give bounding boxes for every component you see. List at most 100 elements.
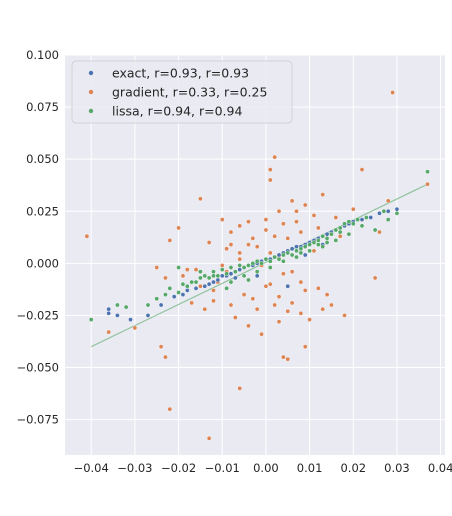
point-lissa (346, 219, 352, 224)
point-exact (171, 294, 177, 299)
point-lissa (333, 227, 339, 233)
legend-label-gradient: gradient, r=0.33, r=0.25 (112, 85, 267, 100)
point-gradient (189, 300, 194, 306)
y-tick-label: 0.025 (26, 204, 59, 218)
y-tick-label: 0.000 (26, 256, 59, 270)
point-gradient (285, 308, 291, 314)
point-lissa (281, 258, 286, 264)
point-gradient (154, 265, 160, 270)
point-gradient (267, 167, 273, 172)
point-lissa (311, 240, 317, 245)
point-gradient (285, 236, 291, 241)
legend-marker-gradient (88, 89, 94, 95)
point-exact (254, 273, 260, 279)
point-exact (202, 283, 208, 289)
point-gradient (316, 225, 321, 231)
point-gradient (320, 306, 326, 312)
point-gradient (259, 331, 264, 337)
point-lissa (215, 273, 221, 279)
point-gradient (272, 233, 277, 239)
point-gradient (228, 302, 234, 308)
point-lissa (219, 267, 225, 272)
point-lissa (206, 275, 212, 281)
x-tick-label: 0.03 (384, 461, 410, 475)
point-lissa (276, 256, 282, 262)
point-lissa (254, 269, 260, 274)
point-gradient (228, 242, 234, 247)
point-lissa (355, 217, 360, 222)
point-lissa (211, 273, 216, 279)
point-exact (368, 215, 374, 220)
legend-marker-lissa (88, 108, 94, 114)
point-lissa (259, 261, 264, 266)
point-gradient (333, 215, 339, 220)
point-lissa (394, 211, 400, 216)
point-lissa (224, 271, 229, 277)
point-gradient (329, 302, 334, 308)
point-gradient (294, 219, 299, 224)
point-lissa (316, 238, 321, 243)
point-gradient (298, 311, 304, 316)
point-gradient (276, 294, 282, 299)
point-gradient (320, 192, 326, 197)
point-lissa (267, 265, 273, 270)
point-gradient (281, 221, 286, 227)
point-lissa (246, 263, 251, 268)
point-lissa (233, 269, 238, 274)
point-lissa (298, 246, 304, 252)
point-gradient (167, 238, 173, 243)
point-exact (128, 317, 133, 322)
point-exact (289, 246, 295, 252)
point-lissa (88, 317, 94, 322)
point-gradient (254, 306, 260, 312)
point-exact (158, 302, 164, 308)
point-gradient (206, 240, 212, 245)
y-tick-label: −0.075 (16, 413, 59, 427)
x-tick-label: −0.01 (205, 461, 240, 475)
point-gradient (307, 317, 312, 322)
point-lissa (267, 258, 273, 264)
point-lissa (189, 279, 194, 285)
point-lissa (241, 265, 247, 270)
point-gradient (167, 406, 173, 412)
point-gradient (285, 356, 291, 362)
point-gradient (246, 242, 251, 247)
point-lissa (263, 256, 269, 262)
point-exact (145, 313, 151, 318)
legend-label-lissa: lissa, r=0.94, r=0.94 (112, 104, 242, 119)
point-lissa (294, 248, 299, 254)
point-lissa (176, 290, 181, 295)
point-lissa (425, 169, 430, 174)
point-lissa (145, 302, 151, 308)
point-lissa (324, 240, 330, 245)
point-gradient (272, 154, 277, 160)
point-gradient (106, 329, 111, 335)
point-lissa (228, 265, 234, 270)
point-gradient (250, 296, 256, 302)
point-exact (106, 306, 111, 312)
point-lissa (316, 242, 321, 247)
point-gradient (390, 90, 395, 95)
point-lissa (307, 242, 312, 247)
point-gradient (276, 208, 282, 214)
point-gradient (263, 283, 269, 289)
point-gradient (289, 198, 295, 204)
point-exact (211, 279, 216, 285)
point-lissa (372, 227, 378, 233)
point-lissa (115, 302, 120, 308)
point-gradient (237, 250, 243, 256)
point-gradient (132, 325, 138, 331)
point-lissa (202, 273, 208, 279)
y-tick-label: 0.100 (26, 48, 59, 62)
point-gradient (267, 250, 273, 256)
point-lissa (333, 238, 339, 243)
point-exact (193, 286, 199, 291)
point-lissa (285, 250, 291, 256)
point-gradient (272, 302, 277, 308)
legend-box (71, 60, 293, 124)
point-lissa (381, 208, 387, 214)
point-lissa (281, 252, 286, 258)
x-tick-label: −0.04 (74, 461, 109, 475)
point-lissa (123, 304, 129, 310)
point-gradient (377, 229, 382, 235)
